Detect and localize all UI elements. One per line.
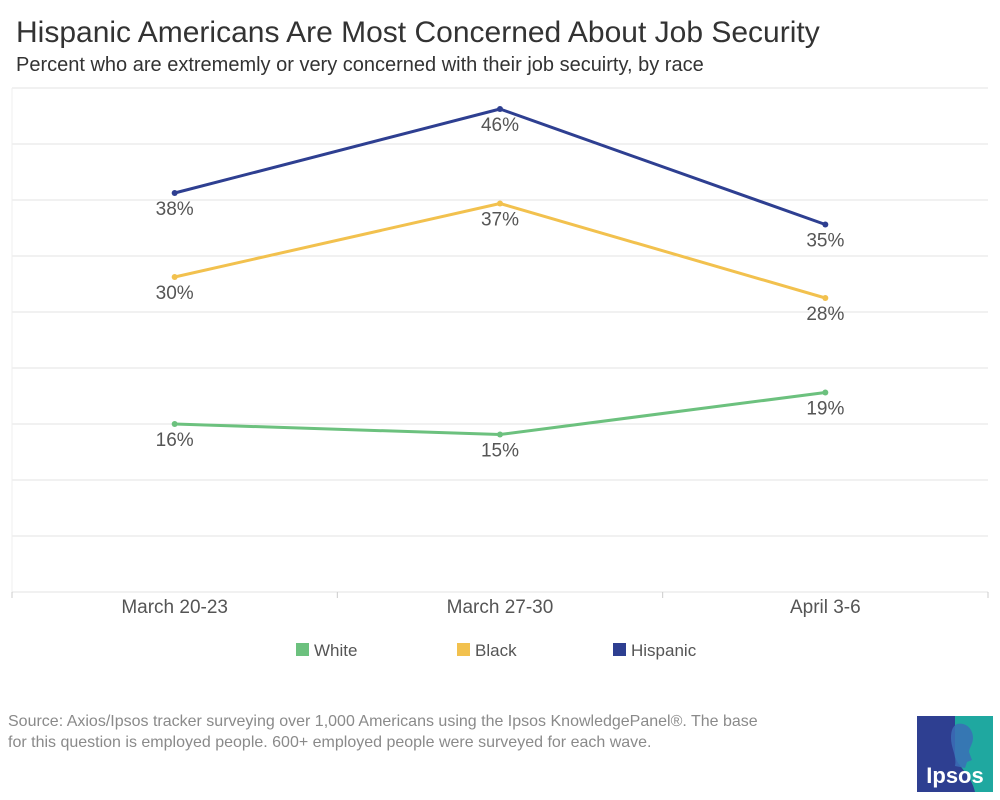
source-note: Source: Axios/Ipsos tracker surveying ov…: [8, 713, 758, 751]
data-label-hispanic: 38%: [156, 199, 194, 220]
data-point-black: [171, 274, 178, 280]
data-point-hispanic: [497, 106, 503, 112]
chart-subtitle: Percent who are extrememly or very conce…: [16, 54, 704, 76]
data-label-black: 28%: [806, 304, 844, 325]
data-point-white: [171, 421, 178, 427]
data-point-white: [497, 431, 503, 438]
data-label-white: 19%: [806, 399, 844, 420]
legend-swatch-black: [457, 643, 470, 656]
x-tick-label: March 27-30: [447, 597, 554, 618]
ipsos-logo: Ipsos: [917, 716, 993, 792]
data-point-hispanic: [171, 190, 178, 196]
x-tick-label: March 20-23: [121, 597, 228, 618]
legend-swatch-hispanic: [613, 643, 626, 656]
chart-title: Hispanic Americans Are Most Concerned Ab…: [16, 16, 820, 49]
data-label-white: 15%: [481, 441, 519, 462]
data-label-white: 16%: [156, 430, 194, 451]
data-label-black: 37%: [481, 210, 519, 231]
data-label-hispanic: 35%: [806, 231, 844, 252]
data-label-hispanic: 46%: [481, 115, 519, 136]
logo-profile-head: [951, 723, 973, 768]
data-point-white: [822, 389, 829, 396]
series-line-white: [173, 391, 827, 436]
legend-label-white: White: [314, 641, 357, 660]
data-point-hispanic: [822, 221, 829, 228]
legend-label-hispanic: Hispanic: [631, 641, 697, 660]
data-point-black: [822, 295, 829, 301]
logo-wordmark: Ipsos: [926, 763, 983, 788]
data-label-black: 30%: [156, 283, 194, 304]
legend-swatch-white: [296, 643, 309, 656]
legend-label-black: Black: [475, 641, 517, 660]
x-tick-label: April 3-6: [790, 597, 861, 618]
data-point-black: [497, 200, 503, 207]
